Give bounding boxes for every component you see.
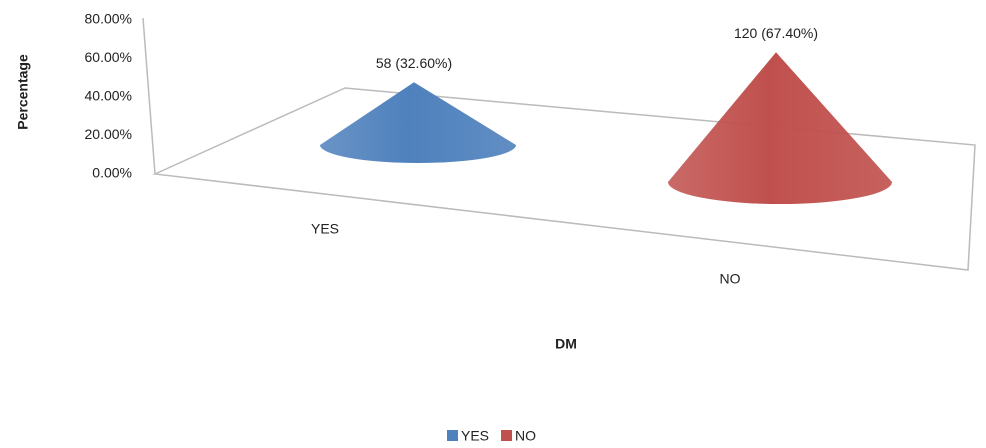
floor: [152, 87, 976, 271]
legend-label: YES: [461, 428, 489, 444]
back-wall-edge: [142, 17, 156, 175]
y-axis-label: Percentage: [15, 54, 31, 130]
y-tick-label: 80.00%: [85, 11, 132, 27]
legend-swatch: [501, 430, 513, 441]
legend-swatch: [447, 430, 458, 441]
data-label: 120 (67.40%): [734, 25, 818, 41]
x-tick-label: NO: [720, 271, 741, 287]
chart-frame: [142, 17, 976, 271]
y-tick-label: 0.00%: [92, 165, 132, 181]
legend-label: NO: [515, 428, 536, 444]
data-label: 58 (32.60%): [376, 55, 452, 71]
cone: [668, 52, 892, 204]
y-tick-label: 40.00%: [85, 88, 132, 104]
x-tick-label: YES: [311, 221, 339, 237]
y-tick-label: 20.00%: [85, 126, 132, 142]
x-axis-label: DM: [555, 336, 577, 352]
y-tick-label: 60.00%: [85, 49, 132, 65]
cone: [320, 82, 516, 163]
